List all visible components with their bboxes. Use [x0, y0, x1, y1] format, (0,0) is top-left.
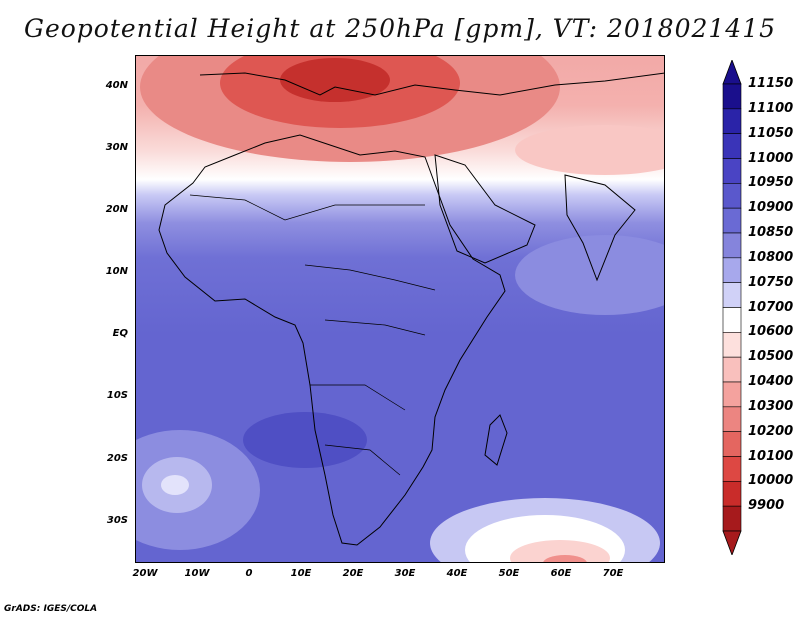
colorbar-label: 11150 [748, 76, 794, 91]
colorbar-label: 9900 [748, 498, 785, 514]
colorbar-label: 11050 [748, 125, 794, 141]
colorbar-swatch [722, 183, 742, 209]
x-tick-70e: 70E [602, 568, 624, 579]
x-tick-20w: 20W [132, 568, 158, 579]
height-low-southern-africa [243, 412, 367, 468]
colorbar-label: 10300 [748, 398, 794, 414]
geopotential-height-map [135, 55, 665, 563]
colorbar-label: 11000 [748, 150, 794, 166]
arabia-coastline [434, 154, 536, 264]
colorbar-swatch [722, 332, 742, 358]
y-tick-40n: 40N [105, 80, 128, 91]
africa-coastline [158, 134, 506, 546]
colorbar-swatch [722, 232, 742, 259]
colorbar-swatch [722, 133, 742, 159]
country-borders [189, 194, 436, 476]
colorbar-swatch [722, 282, 742, 308]
y-tick-10n: 10N [105, 266, 128, 277]
colorbar-swatch [722, 307, 742, 333]
y-tick-10s: 10S [106, 390, 128, 401]
madagascar-coastline [484, 414, 508, 466]
map-title: Geopotential Height at 250hPa [gpm], VT:… [23, 14, 777, 43]
colorbar-label: 10950 [748, 175, 794, 191]
colorbar-label: 10900 [748, 200, 794, 216]
colorbar-swatch [722, 207, 742, 234]
y-tick-30s: 30S [106, 515, 128, 526]
y-tick-20s: 20S [106, 453, 128, 464]
colorbar-swatch [722, 431, 742, 457]
colorbar-label: 11100 [748, 100, 794, 116]
x-tick-10w: 10W [184, 568, 210, 579]
colorbar-label: 10200 [748, 423, 794, 439]
colorbar-label: 10800 [748, 249, 794, 265]
height-max-inner [280, 58, 390, 102]
y-tick-30n: 30N [105, 142, 128, 153]
x-tick-40e: 40E [446, 568, 468, 579]
colorbar-arrow-top [722, 60, 742, 85]
colorbar-label: 10500 [748, 349, 794, 365]
colorbar-label: 10400 [748, 374, 794, 389]
colorbar-label: 10100 [748, 448, 794, 464]
x-tick-30e: 30E [394, 568, 416, 579]
x-tick-0: 0 [245, 568, 253, 579]
colorbar-swatch [722, 481, 742, 507]
colorbar-swatch [722, 158, 742, 184]
colorbar-swatch [722, 356, 742, 383]
colorbar-swatch [722, 381, 742, 408]
x-tick-50e: 50E [498, 568, 520, 579]
x-tick-60e: 60E [550, 568, 572, 579]
map-frame [135, 55, 665, 563]
x-tick-20e: 20E [342, 568, 364, 579]
x-tick-10e: 10E [290, 568, 312, 579]
colorbar-label: 10850 [748, 225, 794, 240]
india-coastline [564, 174, 636, 282]
grads-credit: GrADS: IGES/COLA [4, 604, 98, 614]
colorbar-label: 10600 [748, 324, 794, 340]
europe-coastline [199, 72, 665, 96]
colorbar-swatch [722, 257, 742, 283]
colorbar-swatch [722, 456, 742, 482]
colorbar-swatch [722, 505, 742, 532]
colorbar-swatch [722, 83, 742, 110]
colorbar [722, 60, 742, 555]
colorbar-swatch [722, 108, 742, 134]
y-tick-20n: 20N [105, 204, 128, 215]
colorbar-label: 10750 [748, 274, 794, 290]
colorbar-label: 10700 [748, 299, 794, 315]
y-tick-eq: EQ [112, 328, 128, 339]
colorbar-arrow-bottom [722, 530, 742, 555]
colorbar-label: 10000 [748, 473, 794, 489]
colorbar-swatch [722, 406, 742, 432]
